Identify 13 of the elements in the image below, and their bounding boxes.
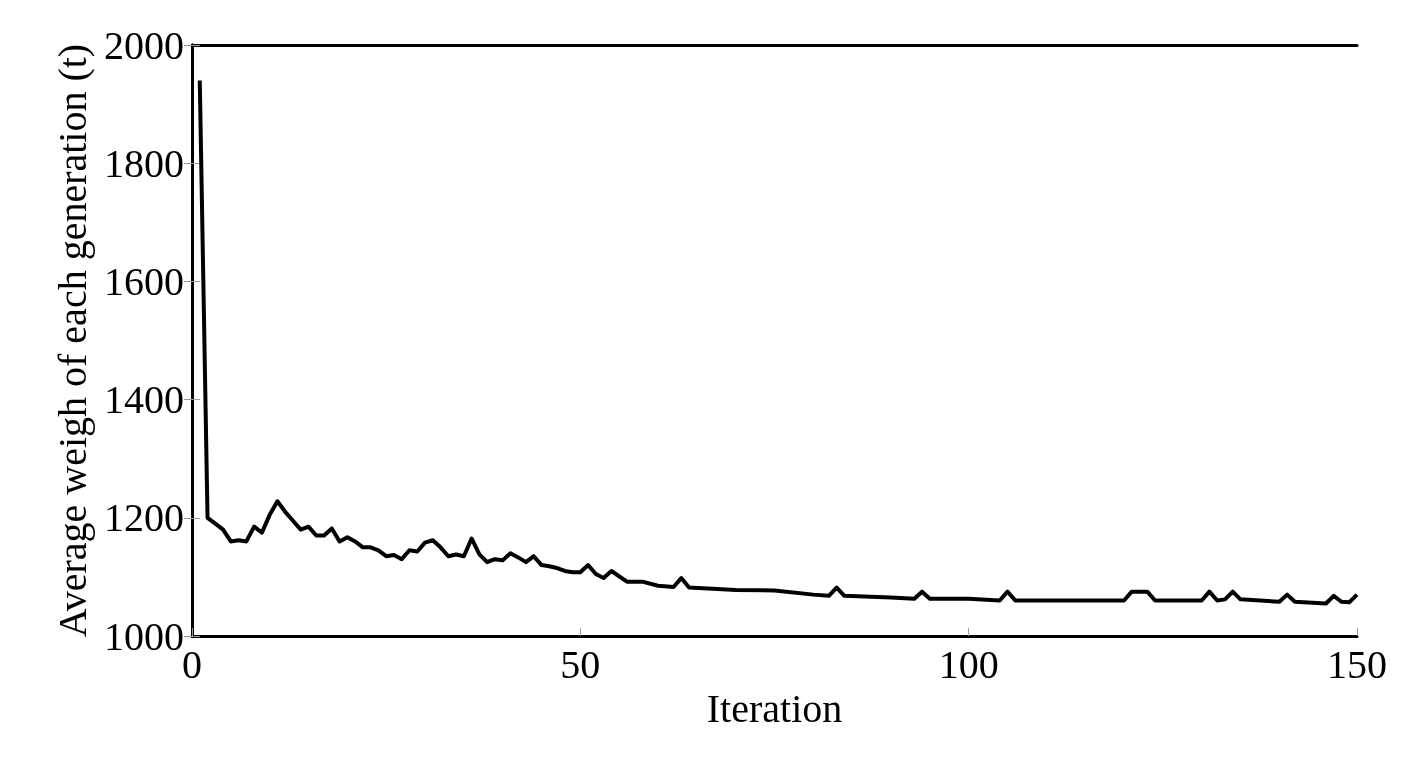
x-tick-label: 0 <box>182 641 202 687</box>
y-axis-title: Average weigh of each generation (t) <box>49 43 95 638</box>
x-tick-label: 150 <box>1327 641 1387 687</box>
y-tick-label: 1600 <box>104 258 184 304</box>
x-tick-label: 100 <box>938 641 999 687</box>
line-series <box>197 78 1359 606</box>
y-tick-label: 1000 <box>104 613 184 659</box>
y-tick-label: 1200 <box>104 495 184 541</box>
y-tick-label: 2000 <box>104 22 184 68</box>
x-tick-label: 50 <box>560 641 601 687</box>
x-axis-title: Iteration <box>706 686 843 732</box>
y-tick-label: 1800 <box>104 140 184 186</box>
y-tick-label: 1400 <box>104 377 184 423</box>
